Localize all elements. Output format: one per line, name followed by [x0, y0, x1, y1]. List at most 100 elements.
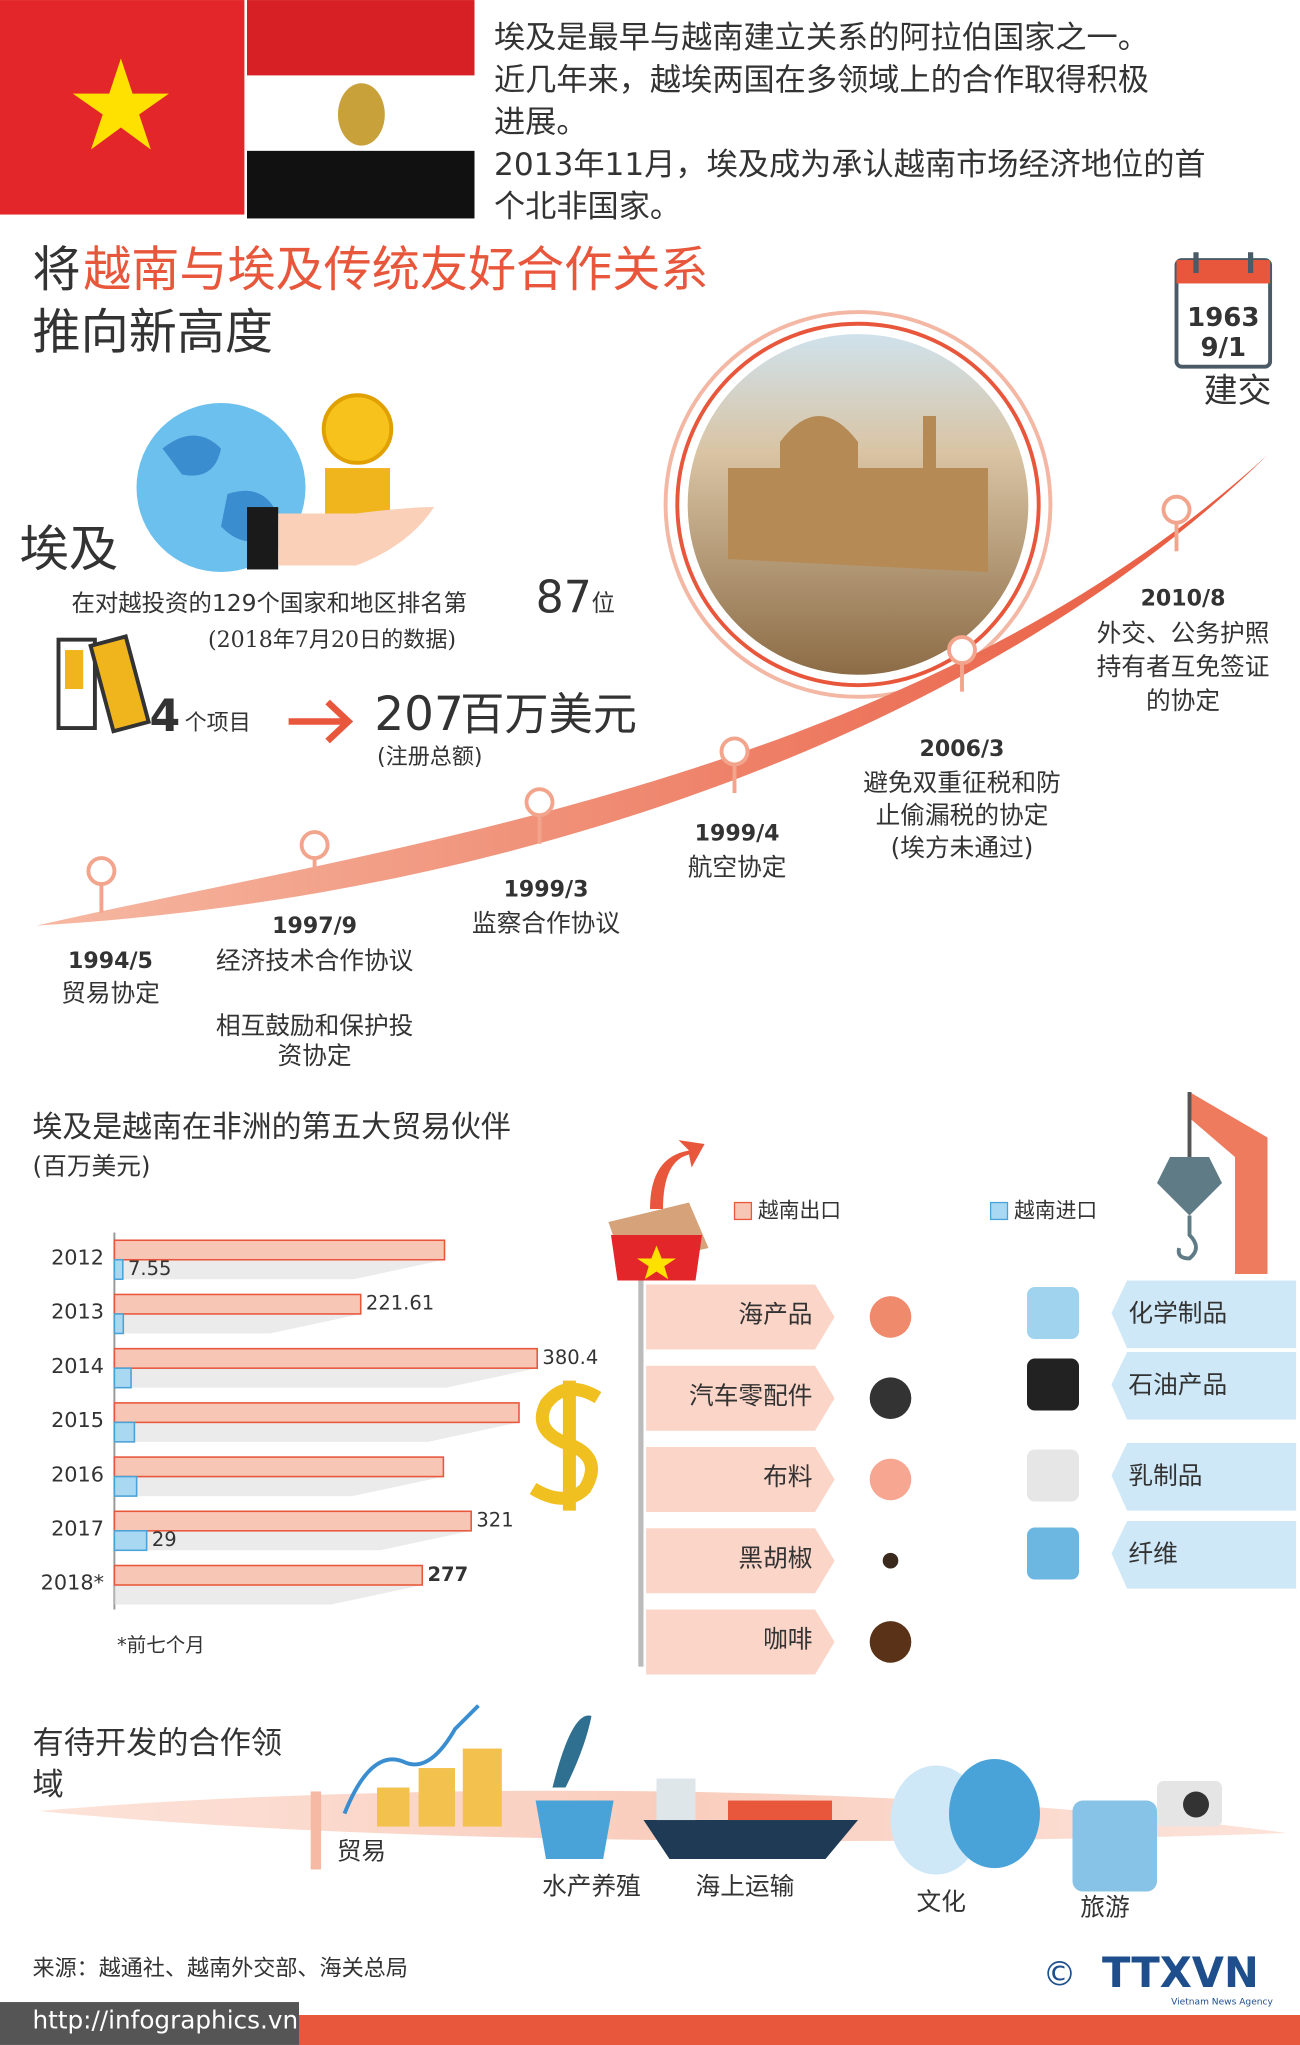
title-line2: 推向新高度 [33, 304, 273, 360]
bar [113, 1367, 132, 1389]
good-icon [1027, 1449, 1079, 1502]
capital-unit: 百万美元 [460, 690, 637, 741]
url: http://infographics.vn [33, 2006, 299, 2035]
good-icon [869, 1377, 912, 1419]
projects-unit: 个项目 [185, 710, 251, 736]
est-year: 1963 [1187, 303, 1259, 333]
timeline-text: 持有者互免签证 [1097, 652, 1270, 681]
export-arrow [646, 1365, 835, 1431]
timeline-date: 1999/4 [695, 821, 780, 847]
timeline-text: 止偷漏税的协定 [876, 800, 1049, 829]
rank-text: 在对越投资的129个国家和地区排名第 [72, 589, 468, 617]
export-arrow [646, 1446, 835, 1512]
photo-ring [663, 310, 1053, 699]
export-arrow [646, 1528, 835, 1594]
good-icon [869, 1296, 912, 1338]
bar [113, 1564, 424, 1586]
good-icon [869, 1458, 912, 1501]
timeline-text: 贸易协定 [61, 979, 160, 1008]
bar-shadow [114, 1530, 472, 1551]
export-box [608, 1140, 709, 1281]
bar-shadow [114, 1476, 444, 1497]
timeline-text: 的协定 [1146, 686, 1220, 715]
pin [719, 736, 750, 767]
timeline-text: 航空协定 [688, 852, 787, 881]
legend-swatch [989, 1201, 1009, 1221]
band-post [310, 1791, 322, 1870]
bar [113, 1475, 138, 1497]
export-arrow [646, 1284, 835, 1350]
bar [113, 1313, 125, 1335]
value-label: 277 [427, 1563, 468, 1586]
import-arrow [1111, 1280, 1297, 1349]
timeline-text: 相互鼓励和保护投 [216, 1011, 414, 1040]
value-label: 221.61 [366, 1292, 434, 1315]
egypt-flag-red [247, 0, 475, 76]
egypt-eagle [338, 83, 385, 146]
est-date: 9/1 [1200, 333, 1246, 363]
potential-item: 旅游 [1080, 1892, 1129, 1921]
good-icon [869, 1621, 912, 1663]
agency-full: Vietnam News Agency [1171, 1998, 1273, 2008]
legend-label: 越南出口 [758, 1199, 841, 1223]
import-arrow [1111, 1352, 1297, 1420]
y-tick-label: 2017 [51, 1517, 104, 1541]
bar [113, 1402, 520, 1424]
chart-subtitle: (百万美元) [33, 1151, 151, 1180]
potential-icons [342, 1704, 1222, 1892]
bar [113, 1347, 538, 1369]
timeline-date: 1994/5 [68, 948, 153, 974]
title-prefix: 将 [33, 242, 81, 298]
good-icon [1027, 1527, 1079, 1580]
value-label: 380.4 [542, 1346, 598, 1369]
import-arrow [1111, 1521, 1297, 1589]
export-arrow [646, 1609, 835, 1675]
export-good: 咖啡 [763, 1625, 812, 1654]
bar-shadow [114, 1368, 538, 1388]
import-good: 乳制品 [1128, 1461, 1202, 1490]
import-good: 纤维 [1128, 1539, 1177, 1568]
egypt-flag-black [247, 150, 475, 219]
title-highlight: 越南与埃及传统友好合作关系 [83, 242, 708, 298]
bar [113, 1239, 446, 1261]
crane [1157, 1092, 1268, 1275]
timeline-text: 避免双重征税和防 [863, 768, 1061, 797]
rank-note: (2018年7月20日的数据) [208, 627, 456, 653]
agency: TTXVN [1102, 1948, 1259, 1997]
coins [321, 393, 394, 527]
potential-item: 水产养殖 [542, 1872, 641, 1901]
y-tick-label: 2016 [51, 1462, 104, 1486]
hand [278, 507, 435, 566]
flag-star [72, 58, 169, 150]
value-label: 29 [152, 1528, 177, 1551]
intro-line: 个北非国家。 [494, 189, 681, 225]
import-good: 石油产品 [1128, 1370, 1227, 1399]
mosque [728, 416, 988, 573]
potential-item: 文化 [917, 1887, 966, 1916]
bar [113, 1530, 148, 1552]
timeline-text: 资协定 [278, 1041, 352, 1070]
potential-item: 海上运输 [696, 1872, 795, 1901]
export-good: 海产品 [738, 1300, 812, 1329]
copyright: © [1043, 1955, 1077, 1994]
intro-line: 近几年来，越埃两国在多领域上的合作取得积极 [494, 62, 1149, 98]
chart-title: 埃及是越南在非洲的第五大贸易伙伴 [33, 1110, 511, 1145]
url-bar [0, 2002, 299, 2045]
legend-label: 越南进口 [1014, 1199, 1097, 1223]
timeline-text: (埃方未通过) [891, 833, 1034, 862]
potential-item: 贸易 [337, 1837, 386, 1866]
timeline-date: 1997/9 [272, 913, 357, 939]
export-good: 布料 [763, 1462, 812, 1491]
pin [524, 787, 555, 818]
calendar-top [1176, 260, 1271, 284]
potential-title: 域 [33, 1767, 64, 1803]
est-label: 建交 [1204, 371, 1272, 410]
pin [947, 635, 977, 665]
sleeve [247, 507, 279, 570]
bar [113, 1293, 362, 1315]
chart-note: *前七个月 [117, 1633, 205, 1656]
capital-note: (注册总额) [377, 744, 483, 770]
rank-unit: 位 [592, 589, 615, 617]
good-icon [1027, 1358, 1079, 1411]
